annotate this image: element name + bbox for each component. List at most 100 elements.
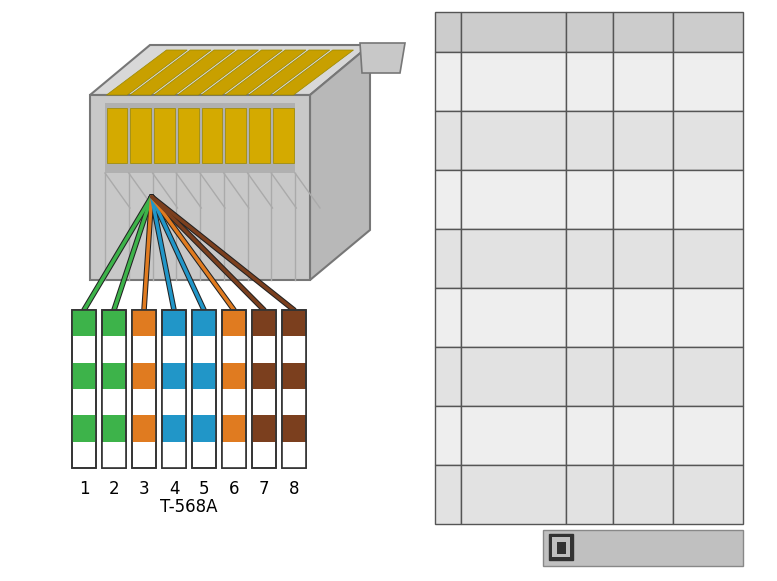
Bar [673, 111, 743, 170]
Bar [461, 288, 566, 347]
Bar [154, 108, 175, 163]
Bar [201, 108, 222, 163]
Text: BI_DC-: BI_DC- [688, 311, 727, 324]
Bar [162, 310, 186, 468]
Bar [72, 363, 96, 389]
Text: n/c: n/c [580, 252, 598, 265]
Bar [131, 108, 151, 163]
Text: Receive
Data+ or
BiDirectional: Receive Data+ or BiDirectional [478, 182, 549, 217]
Bar [566, 111, 613, 170]
Bar [566, 465, 613, 524]
Text: T-568A: T-568A [160, 498, 218, 516]
Text: BI_DB+: BI_DB+ [686, 193, 730, 206]
Text: n/c: n/c [634, 488, 652, 501]
Bar [566, 170, 613, 229]
Bar [543, 530, 743, 566]
Text: 2: 2 [444, 134, 451, 147]
Text: Pinouts: Pinouts [579, 541, 638, 555]
Bar [435, 52, 461, 111]
Bar [435, 347, 461, 406]
Bar [461, 111, 566, 170]
Text: 6: 6 [228, 480, 239, 498]
Bar [673, 12, 743, 52]
Text: .com: .com [669, 541, 703, 555]
Text: n/c: n/c [580, 311, 598, 324]
Bar [435, 111, 461, 170]
Bar [282, 310, 306, 468]
Text: 3: 3 [138, 480, 149, 498]
Polygon shape [249, 50, 329, 95]
Bar [566, 288, 613, 347]
Text: n/c: n/c [634, 252, 652, 265]
Bar [222, 310, 246, 468]
Text: Pin: Pin [437, 26, 458, 38]
Text: 1: 1 [444, 75, 451, 88]
Bar [613, 406, 673, 465]
Bar [132, 310, 156, 468]
Text: 10base-
T: 10base- T [563, 18, 615, 46]
Bar [566, 347, 613, 406]
Bar [435, 170, 461, 229]
Bar [673, 229, 743, 288]
Text: TX+: TX+ [577, 75, 602, 88]
Text: TX-: TX- [580, 134, 599, 147]
Bar [461, 170, 566, 229]
Text: Not
connected or
BiDirectional: Not connected or BiDirectional [477, 478, 550, 511]
Text: n/c: n/c [580, 488, 598, 501]
Bar [461, 406, 566, 465]
Polygon shape [273, 50, 354, 95]
Text: 100Base-
T: 100Base- T [612, 18, 674, 46]
Text: 6: 6 [444, 370, 451, 383]
Bar [162, 442, 186, 468]
Text: BI_DA-: BI_DA- [689, 134, 727, 147]
Text: Guide: Guide [631, 541, 672, 555]
Bar [252, 363, 276, 389]
Bar [461, 229, 566, 288]
Text: Not
connected or
BiDirectional: Not connected or BiDirectional [477, 242, 550, 275]
Bar [613, 288, 673, 347]
Text: Receive
Data- or
BiDirectional: Receive Data- or BiDirectional [478, 360, 549, 393]
Text: BI_DD-: BI_DD- [688, 488, 728, 501]
Bar [222, 442, 246, 468]
Bar [282, 442, 306, 468]
Bar [673, 170, 743, 229]
Text: 8: 8 [289, 480, 299, 498]
Text: TX-: TX- [633, 134, 653, 147]
Polygon shape [360, 43, 405, 73]
Text: n/c: n/c [634, 429, 652, 442]
Bar [613, 12, 673, 52]
Text: RX-: RX- [633, 370, 653, 383]
Text: TX+: TX+ [630, 75, 656, 88]
Bar [549, 534, 573, 560]
Bar [673, 347, 743, 406]
Bar [613, 229, 673, 288]
Bar [435, 288, 461, 347]
Text: RX-: RX- [580, 370, 599, 383]
Bar [566, 12, 613, 52]
Text: Not
connected or
BiDirectional: Not connected or BiDirectional [477, 300, 550, 335]
Text: RX+: RX+ [630, 193, 656, 206]
Bar [273, 108, 294, 163]
Bar [102, 389, 126, 415]
Bar [192, 310, 216, 468]
Polygon shape [106, 50, 187, 95]
Text: 7: 7 [444, 429, 451, 442]
Bar [673, 465, 743, 524]
Bar [192, 310, 216, 468]
Text: n/c: n/c [580, 429, 598, 442]
Text: RX+: RX+ [577, 193, 602, 206]
Bar [252, 310, 276, 336]
Bar [72, 310, 96, 336]
Text: 3: 3 [444, 193, 451, 206]
Text: Description: Description [476, 26, 552, 38]
Bar [461, 465, 566, 524]
Bar [566, 406, 613, 465]
Polygon shape [310, 45, 370, 280]
Bar [106, 108, 127, 163]
Bar [252, 310, 276, 468]
Bar [222, 336, 246, 363]
Text: 4: 4 [444, 252, 451, 265]
Bar [102, 442, 126, 468]
Bar [552, 537, 570, 557]
Bar [435, 229, 461, 288]
